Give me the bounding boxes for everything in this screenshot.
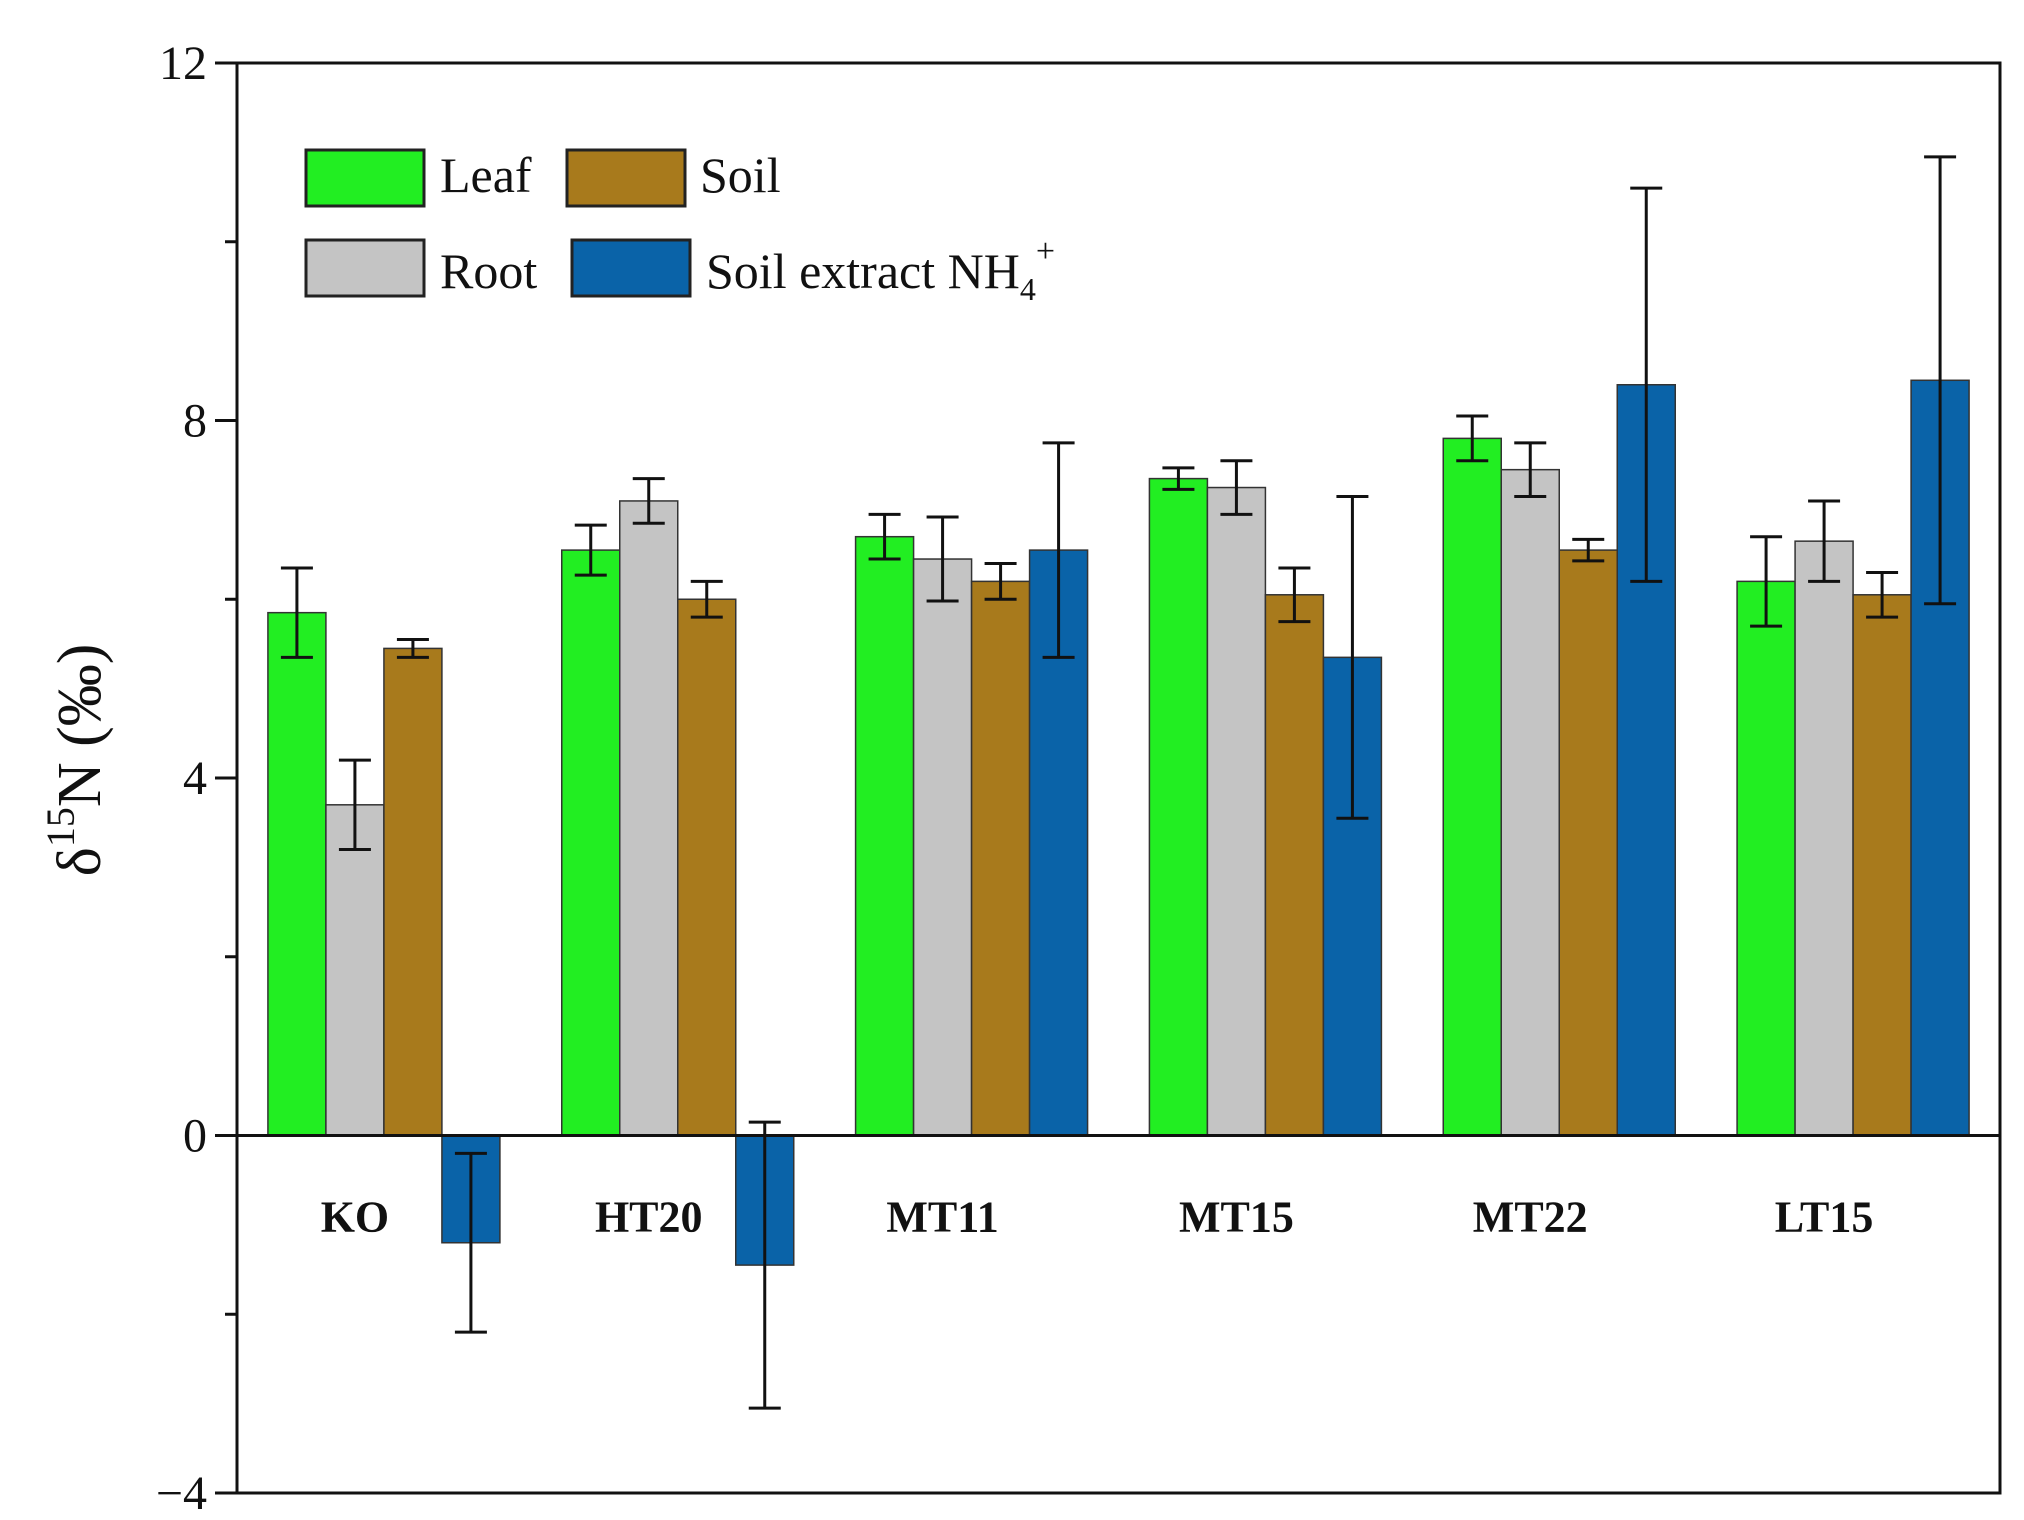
errorbars-layer — [280, 155, 1957, 1410]
legend: Leaf Soil Root Soil extract NH4+ — [304, 147, 1055, 307]
y-tick-label: 4 — [183, 752, 207, 805]
bar-mt15-soil — [1264, 594, 1325, 1137]
legend-label-leaf: Leaf — [440, 147, 532, 203]
y-axis-title-superscript: 15 — [38, 807, 83, 847]
legend-swatch-leaf — [304, 148, 426, 208]
category-label-mt15: MT15 — [1179, 1193, 1294, 1242]
bar-mt22-soil — [1558, 549, 1618, 1137]
legend-label-soil: Soil — [700, 147, 781, 203]
legend-label-root: Root — [440, 243, 537, 299]
legend-label-soil-extract-main: Soil extract NH — [706, 243, 1020, 299]
bar-ht20-root — [619, 500, 679, 1137]
category-label-mt22: MT22 — [1473, 1193, 1588, 1242]
legend-swatch-root — [304, 238, 426, 298]
bar-mt11-soil — [970, 580, 1031, 1137]
bar-mt11-leaf — [854, 535, 915, 1137]
y-tick-label: −4 — [156, 1467, 207, 1520]
y-tick-label: 0 — [183, 1110, 207, 1163]
bar-ko-soil — [383, 647, 443, 1137]
y-axis-title-delta: δ — [46, 847, 114, 876]
bar-mt22-leaf — [1442, 437, 1502, 1137]
category-label-lt15: LT15 — [1775, 1193, 1874, 1242]
y-tick-label: 8 — [183, 395, 207, 448]
axes-layer: −4 0 4 8 12 — [156, 37, 2002, 1520]
y-tick-label: 12 — [159, 37, 207, 90]
bar-ht20-soil — [677, 598, 737, 1137]
legend-label-soil-extract: Soil extract NH4+ — [706, 233, 1055, 307]
y-axis-title-main: N (‰) — [46, 644, 114, 808]
bars-layer — [267, 379, 1970, 1266]
bar-lt15-root — [1794, 540, 1854, 1137]
category-label-ko: KO — [321, 1193, 389, 1242]
bar-mt11-root — [912, 558, 973, 1137]
bar-mt22-root — [1500, 468, 1560, 1137]
category-label-ht20: HT20 — [595, 1193, 703, 1242]
bar-ht20-leaf — [561, 549, 621, 1137]
bar-ko-root — [325, 804, 385, 1137]
bar-lt15-leaf — [1736, 580, 1796, 1137]
bar-lt15-soil — [1852, 594, 1912, 1137]
y-axis-title: δ15N (‰) — [38, 644, 114, 877]
legend-swatch-soil-extract — [570, 238, 692, 298]
category-label-mt11: MT11 — [886, 1193, 998, 1242]
bar-ko-leaf — [267, 611, 327, 1137]
bar-mt15-leaf — [1148, 477, 1209, 1137]
bar-mt15-root — [1206, 486, 1267, 1137]
legend-label-soil-extract-sup: + — [1036, 233, 1055, 270]
legend-label-soil-extract-sub: 4 — [1020, 271, 1036, 307]
category-labels: KO HT20 MT11 MT15 MT22 LT15 — [321, 1193, 1874, 1242]
legend-swatch-soil — [565, 148, 687, 208]
